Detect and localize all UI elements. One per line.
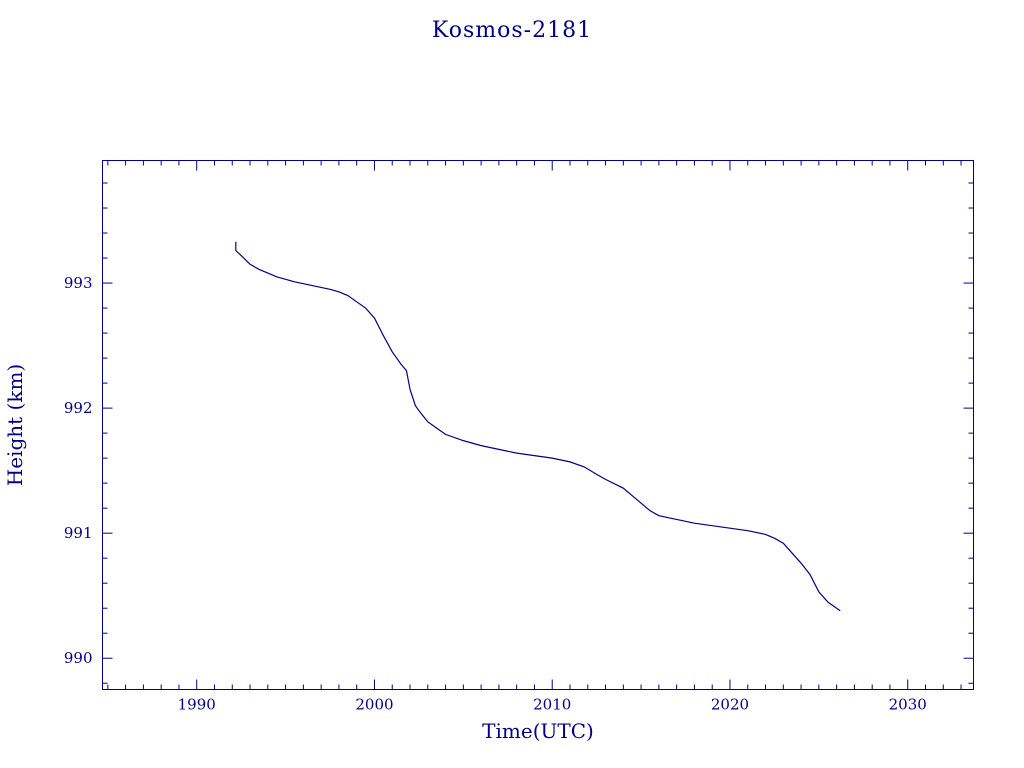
x-tick-label: 1990 xyxy=(178,696,216,714)
y-axis-label: Height (km) xyxy=(3,364,27,486)
x-tick-label: 2030 xyxy=(889,696,927,714)
chart-title: Kosmos-2181 xyxy=(432,18,592,43)
x-tick-label: 2010 xyxy=(533,696,571,714)
y-tick-label: 993 xyxy=(64,274,93,292)
y-tick-label: 990 xyxy=(64,649,93,667)
plot-frame xyxy=(102,160,974,690)
y-tick-label: 992 xyxy=(64,399,93,417)
x-axis-label: Time(UTC) xyxy=(482,719,594,743)
height-series-line xyxy=(235,241,841,612)
axis-ticks xyxy=(102,160,974,690)
tick-labels: 1990 2000 2010 2020 2030 990 991 992 993 xyxy=(64,274,927,713)
x-tick-label: 2020 xyxy=(711,696,749,714)
x-tick-label: 2000 xyxy=(355,696,393,714)
y-tick-label: 991 xyxy=(64,524,93,542)
